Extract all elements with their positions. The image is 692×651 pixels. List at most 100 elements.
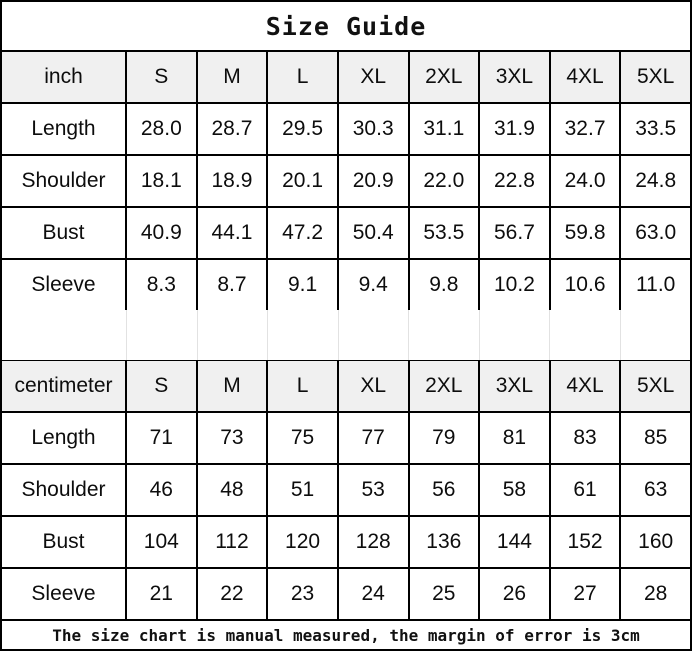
inch-length-s: 28.0 (127, 104, 198, 154)
cm-bust-3xl: 144 (480, 517, 551, 567)
spacer-cell (127, 310, 198, 360)
cm-shoulder-5xl: 63 (621, 465, 690, 515)
inch-sleeve-xl: 9.4 (338, 260, 410, 310)
cm-sleeve-m: 22 (197, 569, 269, 619)
cm-sleeve-3xl: 26 (480, 569, 551, 619)
inch-length-l: 29.5 (268, 104, 339, 154)
inch-table: inch S M L XL 2XL 3XL 4XL 5XL Length 28.… (2, 52, 690, 310)
inch-bust-l: 47.2 (268, 208, 339, 258)
cm-bust-xl: 128 (338, 517, 410, 567)
cm-sleeve-5xl: 28 (621, 569, 690, 619)
cm-row-label-sleeve: Sleeve (2, 569, 127, 619)
inch-length-2xl: 31.1 (409, 104, 481, 154)
inch-row-label-length: Length (2, 104, 127, 154)
inch-bust-s: 40.9 (127, 208, 198, 258)
cm-row-label-length: Length (2, 413, 127, 463)
cm-length-2xl: 79 (409, 413, 481, 463)
cm-length-l: 75 (268, 413, 339, 463)
cm-size-header-l: L (268, 361, 339, 411)
spacer-cell (409, 310, 480, 360)
cm-sleeve-s: 21 (127, 569, 198, 619)
inch-size-header-5xl: 5XL (621, 52, 690, 102)
inch-row-label-shoulder: Shoulder (2, 156, 127, 206)
inch-length-m: 28.7 (197, 104, 269, 154)
inch-size-header-s: S (127, 52, 198, 102)
inch-bust-4xl: 59.8 (550, 208, 622, 258)
spacer-cell (480, 310, 550, 360)
inch-shoulder-5xl: 24.8 (621, 156, 690, 206)
table-row: Length 71 73 75 77 79 81 83 85 (2, 413, 690, 465)
inch-bust-5xl: 63.0 (621, 208, 690, 258)
cm-sleeve-2xl: 25 (409, 569, 481, 619)
title-row: Size Guide (2, 2, 690, 52)
table-row: Bust 104 112 120 128 136 144 152 160 (2, 517, 690, 569)
cm-row-label-bust: Bust (2, 517, 127, 567)
inch-shoulder-l: 20.1 (268, 156, 339, 206)
cm-shoulder-s: 46 (127, 465, 198, 515)
inch-size-header-2xl: 2XL (409, 52, 481, 102)
inch-size-header-l: L (268, 52, 339, 102)
inch-size-header-4xl: 4XL (550, 52, 622, 102)
inch-sleeve-l: 9.1 (268, 260, 339, 310)
inch-bust-2xl: 53.5 (409, 208, 481, 258)
inch-sleeve-2xl: 9.8 (409, 260, 481, 310)
cm-shoulder-xl: 53 (338, 465, 410, 515)
inch-size-header-xl: XL (338, 52, 410, 102)
inch-shoulder-m: 18.9 (197, 156, 269, 206)
inch-sleeve-5xl: 11.0 (621, 260, 690, 310)
inch-shoulder-2xl: 22.0 (409, 156, 481, 206)
cm-length-5xl: 85 (621, 413, 690, 463)
inch-sleeve-s: 8.3 (127, 260, 198, 310)
inch-sleeve-m: 8.7 (197, 260, 269, 310)
table-row: Sleeve 8.3 8.7 9.1 9.4 9.8 10.2 10.6 11.… (2, 260, 690, 310)
cm-size-header-m: M (197, 361, 269, 411)
spacer-cell (621, 310, 691, 360)
cm-length-m: 73 (197, 413, 269, 463)
cm-bust-l: 120 (268, 517, 339, 567)
centimeter-unit-label: centimeter (2, 361, 127, 411)
inch-size-header-3xl: 3XL (480, 52, 551, 102)
cm-length-4xl: 83 (550, 413, 622, 463)
inch-length-5xl: 33.5 (621, 104, 690, 154)
inch-length-4xl: 32.7 (550, 104, 622, 154)
table-row: Sleeve 21 22 23 24 25 26 27 28 (2, 569, 690, 619)
table-spacer-row (2, 310, 690, 361)
inch-bust-m: 44.1 (197, 208, 269, 258)
cm-length-s: 71 (127, 413, 198, 463)
cm-shoulder-4xl: 61 (550, 465, 622, 515)
spacer-cell (198, 310, 268, 360)
cm-row-label-shoulder: Shoulder (2, 465, 127, 515)
table-row: Bust 40.9 44.1 47.2 50.4 53.5 56.7 59.8 … (2, 208, 690, 260)
table-row: Shoulder 18.1 18.9 20.1 20.9 22.0 22.8 2… (2, 156, 690, 208)
inch-bust-3xl: 56.7 (480, 208, 551, 258)
cm-size-header-xl: XL (338, 361, 410, 411)
inch-shoulder-3xl: 22.8 (480, 156, 551, 206)
cm-size-header-4xl: 4XL (550, 361, 622, 411)
cm-sleeve-4xl: 27 (550, 569, 622, 619)
cm-bust-5xl: 160 (621, 517, 690, 567)
inch-unit-label: inch (2, 52, 127, 102)
inch-row-label-sleeve: Sleeve (2, 260, 127, 310)
measurement-disclaimer: The size chart is manual measured, the m… (52, 625, 640, 645)
spacer-cell (339, 310, 409, 360)
table-row: Length 28.0 28.7 29.5 30.3 31.1 31.9 32.… (2, 104, 690, 156)
cm-sleeve-xl: 24 (338, 569, 410, 619)
cm-size-header-3xl: 3XL (480, 361, 551, 411)
inch-length-3xl: 31.9 (480, 104, 551, 154)
inch-sleeve-3xl: 10.2 (480, 260, 551, 310)
centimeter-table: centimeter S M L XL 2XL 3XL 4XL 5XL Leng… (2, 361, 690, 619)
cm-shoulder-2xl: 56 (409, 465, 481, 515)
cm-bust-s: 104 (127, 517, 198, 567)
cm-bust-m: 112 (197, 517, 269, 567)
cm-size-header-2xl: 2XL (409, 361, 481, 411)
inch-row-label-bust: Bust (2, 208, 127, 258)
cm-bust-4xl: 152 (550, 517, 622, 567)
inch-bust-xl: 50.4 (338, 208, 410, 258)
inch-shoulder-xl: 20.9 (338, 156, 410, 206)
cm-shoulder-3xl: 58 (480, 465, 551, 515)
cm-size-header-s: S (127, 361, 198, 411)
centimeter-header-row: centimeter S M L XL 2XL 3XL 4XL 5XL (2, 361, 690, 413)
inch-shoulder-4xl: 24.0 (550, 156, 622, 206)
cm-sleeve-l: 23 (268, 569, 339, 619)
